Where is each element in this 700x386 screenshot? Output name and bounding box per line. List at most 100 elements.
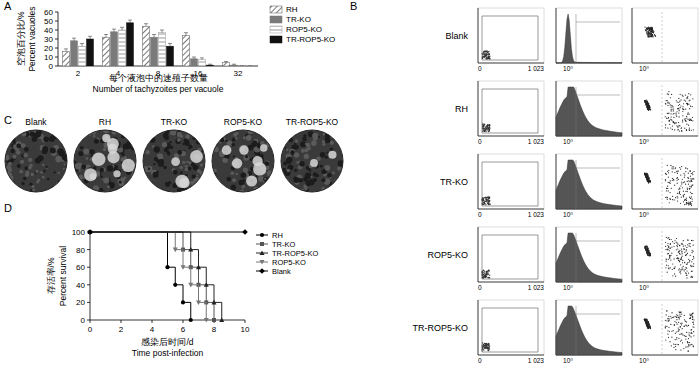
- texture: [225, 155, 228, 158]
- event: [651, 34, 652, 35]
- event: [693, 256, 694, 257]
- event: [666, 190, 667, 191]
- texture: [330, 147, 334, 151]
- event: [646, 104, 647, 105]
- event: [645, 104, 646, 105]
- event: [646, 105, 647, 106]
- event: [683, 182, 684, 183]
- event: [670, 260, 671, 261]
- event: [489, 129, 490, 130]
- texture: [103, 148, 107, 152]
- event: [668, 170, 669, 171]
- bar: [167, 46, 174, 66]
- plaque-spot: [171, 157, 180, 166]
- texture: [308, 179, 314, 185]
- event: [668, 268, 669, 269]
- event: [646, 103, 647, 104]
- point: [173, 283, 177, 287]
- event: [648, 176, 649, 177]
- texture: [310, 176, 312, 178]
- plaque-spot: [328, 151, 336, 159]
- well-bg: [281, 130, 343, 192]
- event: [691, 250, 692, 251]
- event: [681, 258, 682, 259]
- event: [488, 53, 489, 54]
- event: [689, 260, 690, 261]
- well-bg: [212, 130, 274, 192]
- event: [650, 29, 651, 30]
- y-tick-label: 0: [81, 316, 86, 325]
- event: [679, 191, 680, 192]
- event: [646, 176, 647, 177]
- event: [647, 104, 648, 105]
- event: [677, 197, 678, 198]
- texture: [332, 172, 335, 175]
- event: [645, 246, 646, 247]
- event: [652, 32, 653, 33]
- axis: [632, 227, 633, 282]
- event: [684, 252, 685, 253]
- event: [645, 248, 646, 249]
- event: [651, 34, 652, 35]
- event: [673, 122, 674, 123]
- event: [483, 124, 484, 125]
- event: [651, 35, 652, 36]
- event: [647, 106, 648, 107]
- event: [669, 120, 670, 121]
- event: [650, 32, 651, 33]
- texture: [16, 144, 21, 149]
- event: [648, 104, 649, 105]
- event: [648, 109, 649, 110]
- event: [649, 36, 650, 37]
- event: [649, 106, 650, 107]
- texture: [321, 178, 325, 182]
- event: [646, 102, 647, 103]
- event: [646, 252, 647, 253]
- event: [669, 198, 670, 199]
- gate-line: [576, 14, 577, 63]
- event: [644, 100, 645, 101]
- event: [691, 205, 692, 206]
- event: [646, 175, 647, 176]
- error-stem: [114, 29, 115, 32]
- event: [486, 58, 487, 59]
- point: [181, 300, 185, 304]
- event: [647, 28, 648, 29]
- event: [692, 252, 693, 253]
- event: [646, 177, 647, 178]
- event: [691, 186, 692, 187]
- legend-marker: [260, 260, 265, 265]
- legend-label: RH: [272, 231, 283, 240]
- error-cap: [64, 48, 68, 49]
- event: [650, 31, 651, 32]
- event: [692, 266, 693, 267]
- event: [647, 176, 648, 177]
- texture: [264, 178, 266, 180]
- x-tick-label: 6: [181, 325, 186, 334]
- error-cap: [104, 34, 108, 35]
- texture: [185, 142, 190, 147]
- event: [483, 204, 484, 205]
- event: [668, 246, 669, 247]
- row-label: ROP5-KO: [427, 250, 468, 260]
- texture: [83, 148, 89, 154]
- event: [489, 56, 490, 57]
- event: [647, 248, 648, 249]
- event: [673, 179, 674, 180]
- y-tick: [87, 320, 90, 321]
- texture: [186, 161, 188, 163]
- event: [646, 104, 647, 105]
- scatter-plot: 10⁰: [632, 154, 698, 218]
- event: [667, 113, 668, 114]
- event: [648, 103, 649, 104]
- event: [667, 171, 668, 172]
- texture: [55, 156, 61, 162]
- point: [196, 265, 201, 270]
- event: [665, 197, 666, 198]
- event: [487, 202, 488, 203]
- event: [649, 106, 650, 107]
- event: [652, 31, 653, 32]
- axis: [632, 136, 698, 137]
- event: [484, 348, 485, 349]
- event: [685, 100, 686, 101]
